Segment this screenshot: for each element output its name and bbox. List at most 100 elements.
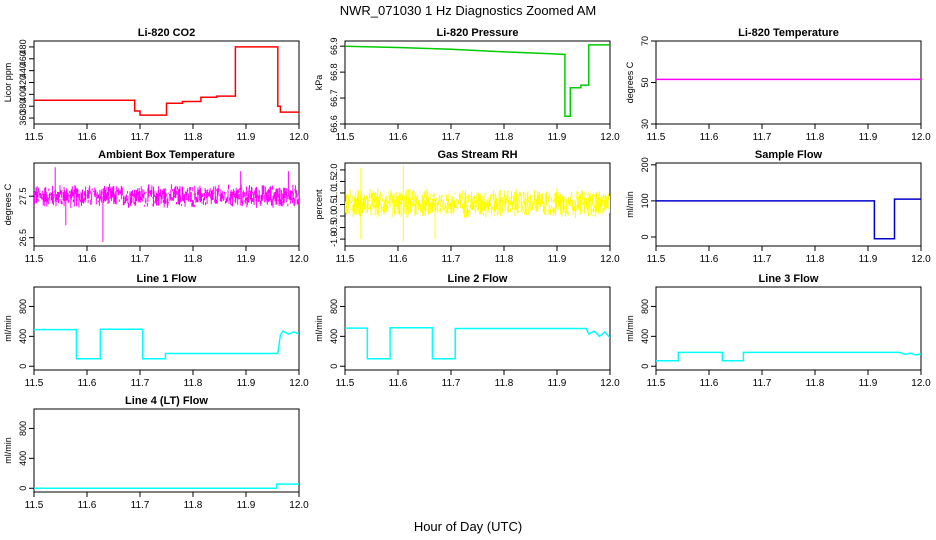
x-tick-label: 11.6 [78,378,97,389]
x-tick-label: 11.5 [336,254,355,265]
chart-panel: Line 3 Flow 11.5 11.6 11.7 11.8 11.9 12.0 0 400 8… [625,273,931,389]
x-tick-label: 11.6 [78,500,97,511]
x-tick-label: 11.9 [859,254,878,265]
y-axis-label: ml/min [314,315,324,342]
x-tick-label: 11.7 [442,132,461,143]
chart-title: Li-820 CO2 [138,27,195,39]
plot-frame [655,286,922,371]
y-tick-label: 460 [18,51,28,66]
y-tick-label: 2.0 [329,164,339,177]
x-tick-label: 11.8 [806,132,825,143]
chart-panel: Line 1 Flow 11.5 11.6 11.7 11.8 11.9 12.0 0 400 8… [3,273,309,389]
x-tick-label: 11.9 [548,254,567,265]
x-tick-label: 11.9 [859,378,878,389]
chart-title: Line 2 Flow [448,273,508,285]
x-tick-label: 11.7 [131,132,150,143]
chart-title: Li-820 Temperature [738,27,839,39]
y-tick-label: 800 [329,299,339,314]
series-line [345,44,610,117]
x-tick-label: 11.6 [78,132,97,143]
x-tick-label: 11.8 [495,254,514,265]
x-tick-label: 12.0 [289,132,309,143]
y-tick-label: 0.0 [329,210,339,223]
y-tick-label: 66.8 [329,63,339,81]
y-tick-label: 400 [640,329,650,344]
x-tick-label: 11.9 [548,378,567,389]
y-tick-label: 0 [18,364,28,369]
x-tick-label: 12.0 [911,132,931,143]
chart-panel: Gas Stream RH 11.5 11.6 11.7 11.8 11.9 12.0 -1.… [314,149,620,265]
y-tick-label: 800 [640,299,650,314]
y-tick-label: 30 [640,119,650,129]
y-tick-label: 400 [18,329,28,344]
panels-group: Li-820 CO2 11.5 11.6 11.7 11.8 11.9 12.0 360380… [3,27,931,511]
y-axis-label: ml/min [625,191,635,218]
y-tick-label: 26.5 [18,229,28,247]
chart-title: Line 3 Flow [759,273,819,285]
y-tick-label: 0 [329,364,339,369]
chart-title: Line 1 Flow [137,273,197,285]
x-tick-label: 11.7 [131,500,150,511]
y-tick-label: 360 [18,111,28,126]
x-tick-label: 12.0 [289,378,309,389]
series-line [34,328,299,360]
y-tick-label: 66.9 [329,37,339,55]
y-tick-label: 380 [18,99,28,114]
y-tick-label: 200 [640,157,650,172]
figure-xlabel: Hour of Day (UTC) [414,519,522,534]
x-tick-label: 11.8 [495,378,514,389]
x-tick-label: 11.9 [237,378,256,389]
x-tick-label: 11.5 [25,254,44,265]
x-tick-label: 11.6 [700,132,719,143]
chart-panel: Li-820 CO2 11.5 11.6 11.7 11.8 11.9 12.0 360380… [3,27,309,143]
series-line [34,46,299,116]
x-tick-label: 11.6 [389,378,408,389]
series-line [34,483,299,490]
chart-title: Line 4 (LT) Flow [125,395,208,407]
x-tick-label: 12.0 [911,378,931,389]
y-axis-label: ml/min [3,437,13,464]
chart-title: Sample Flow [755,149,823,161]
x-tick-label: 11.6 [700,378,719,389]
x-tick-label: 11.8 [495,132,514,143]
chart-panel: Line 2 Flow 11.5 11.6 11.7 11.8 11.9 12.0 0 400 8… [314,273,620,389]
x-tick-label: 11.9 [237,132,256,143]
x-tick-label: 11.5 [647,132,666,143]
x-tick-label: 11.8 [184,132,203,143]
x-tick-label: 11.8 [184,500,203,511]
x-tick-label: 11.5 [336,378,355,389]
x-tick-label: 12.0 [289,254,309,265]
y-tick-label: 0 [18,486,28,491]
x-tick-label: 11.8 [806,254,825,265]
y-axis-label: Licor ppm [3,63,13,103]
y-tick-label: 50 [640,77,650,87]
x-tick-label: 11.7 [131,378,150,389]
x-tick-label: 12.0 [289,500,309,511]
y-tick-label: -0.5 [329,220,339,236]
y-tick-label: 66.6 [329,115,339,133]
chart-panel: Li-820 Temperature 11.5 11.6 11.7 11.8 11.9 12… [625,27,931,143]
x-tick-label: 11.6 [389,132,408,143]
plot-frame [344,40,611,125]
y-tick-label: 800 [18,421,28,436]
x-tick-label: 11.5 [25,500,44,511]
x-tick-label: 12.0 [911,254,931,265]
y-tick-label: 1.0 [329,187,339,200]
series-line [656,351,921,362]
series-noise-trace [34,167,299,242]
y-axis-label: ml/min [625,315,635,342]
x-tick-label: 11.7 [753,378,772,389]
x-tick-label: 11.9 [859,132,878,143]
x-tick-label: 11.5 [647,378,666,389]
y-tick-label: 480 [18,39,28,54]
y-tick-label: 420 [18,75,28,90]
x-tick-label: 11.9 [237,254,256,265]
plot-frame [655,40,922,125]
x-tick-label: 11.5 [25,132,44,143]
chart-panel: Li-820 Pressure 11.5 11.6 11.7 11.8 11.9 12.0 6… [314,27,620,143]
y-tick-label: 27.5 [18,187,28,205]
y-tick-label: 400 [329,329,339,344]
x-tick-label: 12.0 [600,254,620,265]
x-tick-label: 11.9 [548,132,567,143]
